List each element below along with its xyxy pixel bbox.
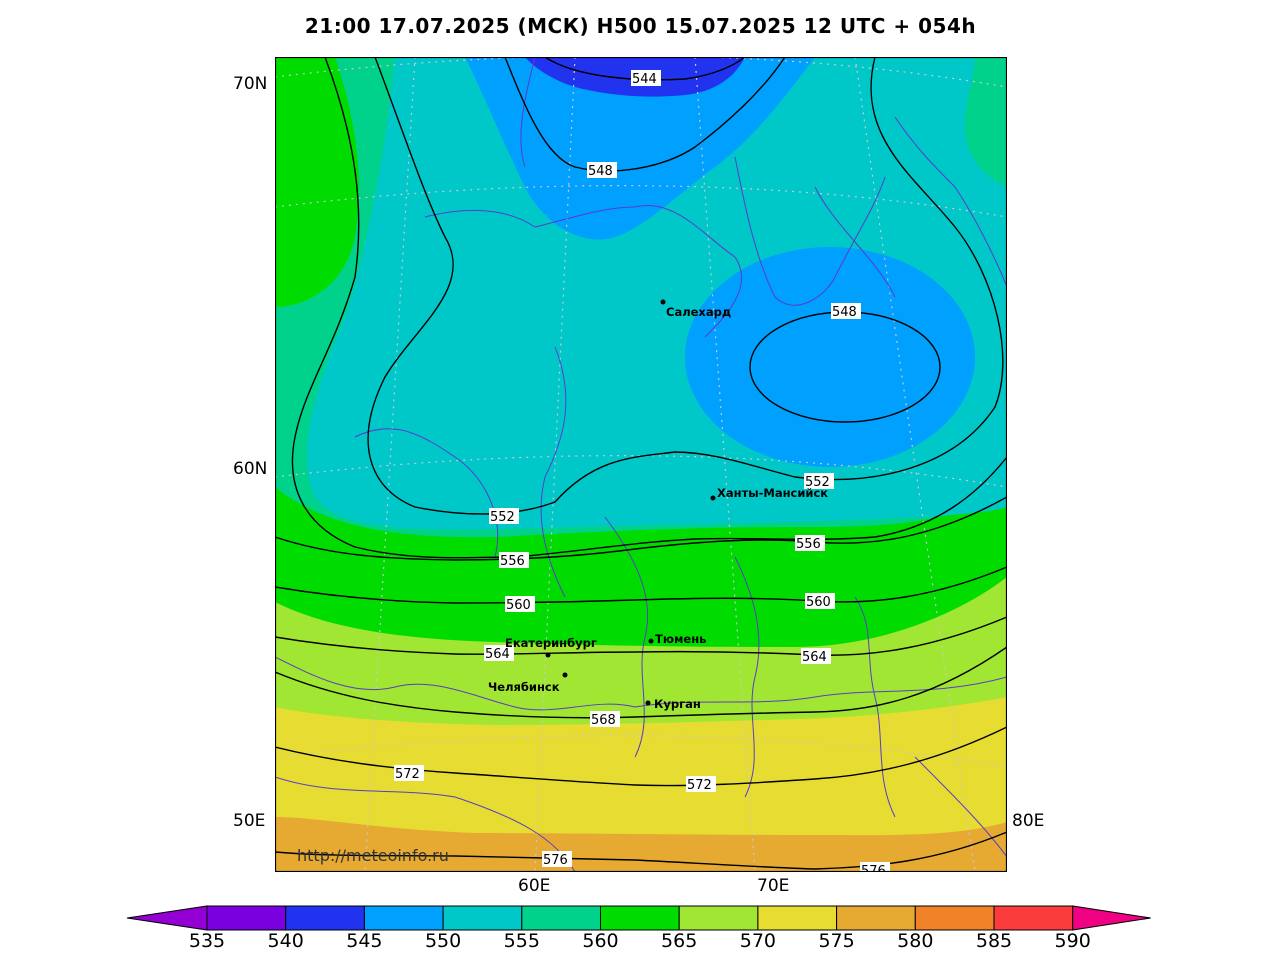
colorbar-cell	[285, 905, 365, 931]
lon-label-80e: 80E	[1012, 811, 1045, 831]
band-550-north	[465, 57, 815, 240]
lat-label-60n: 60N	[233, 459, 268, 479]
contour-label-548-east: 548	[832, 305, 857, 320]
colorbar	[126, 905, 1151, 931]
band-565-left	[275, 57, 359, 307]
city-label-khanty-mansiysk: Ханты-Мансийск	[717, 486, 828, 500]
colorbar-label: 545	[346, 930, 383, 952]
watermark: http://meteoinfo.ru	[297, 846, 449, 865]
contour-label-544: 544	[632, 72, 657, 87]
contour-label-560-west: 560	[506, 598, 531, 613]
colorbar-cell	[678, 905, 759, 931]
colorbar-cell	[993, 905, 1074, 931]
colorbar-label: 575	[818, 930, 855, 952]
colorbar-label: 535	[188, 930, 226, 952]
isohypse-544	[544, 57, 746, 81]
contour-labels: 544 548 548 552 552 556 556 560 560 564 …	[394, 70, 890, 872]
map-title: 21:00 17.07.2025 (МСК) H500 15.07.2025 1…	[304, 14, 977, 38]
colorbar-cell	[600, 905, 680, 931]
contour-label-576-west: 576	[543, 853, 568, 868]
city-dot-tyumen	[648, 638, 654, 644]
cities: Салехард Ханты-Мансийск Екатеринбург Тюм…	[488, 299, 828, 711]
band-560-right	[965, 57, 1007, 187]
colorbar-cell	[363, 905, 444, 931]
isohypse-548-north	[504, 57, 786, 172]
isohypse-556	[291, 57, 1007, 559]
contour-label-568: 568	[591, 713, 616, 728]
isohypse-552	[367, 57, 1004, 515]
contour-label-556-west: 556	[500, 554, 525, 569]
city-dot-khanty-mansiysk	[710, 495, 716, 501]
city-label-yekaterinburg: Екатеринбург	[505, 636, 597, 650]
contour-label-564-west: 564	[485, 647, 510, 662]
colorbar-label: 565	[661, 930, 698, 952]
contour-label-552-east: 552	[805, 475, 830, 490]
isohypse-568	[275, 646, 1007, 719]
contour-label-572-east: 572	[687, 778, 712, 793]
contour-label-552-west: 552	[490, 510, 515, 525]
city-label-chelyabinsk: Челябинск	[488, 680, 560, 694]
contour-label-560-east: 560	[806, 595, 831, 610]
isohypse-556-b	[275, 496, 1007, 561]
colorbar-label: 585	[975, 930, 1013, 952]
colorbar-extend-high	[1072, 905, 1151, 931]
city-dot-yekaterinburg	[545, 652, 551, 658]
colorbar-cell	[206, 905, 287, 931]
colorbar-cell	[521, 905, 601, 931]
colorbar-label: 555	[503, 930, 540, 952]
borders	[275, 57, 1007, 872]
city-dot-kurgan	[645, 700, 651, 706]
graticule	[275, 57, 1007, 872]
city-label-salekhard: Салехард	[666, 305, 731, 319]
band-550-east	[685, 247, 975, 467]
colorbar-label: 560	[582, 930, 619, 952]
colorbar-label: 590	[1054, 930, 1091, 952]
colorbar-label: 550	[424, 930, 462, 952]
geopotential-map: 544 548 548 552 552 556 556 560 560 564 …	[275, 57, 1007, 872]
colorbar-cell	[757, 905, 838, 931]
city-label-kurgan: Курган	[654, 697, 701, 711]
contour-label-548-north: 548	[588, 164, 613, 179]
city-label-tyumen: Тюмень	[655, 632, 706, 646]
colorbar-cell	[914, 905, 995, 931]
contour-label-572-west: 572	[395, 767, 420, 782]
contour-label-576-east: 576	[861, 864, 886, 872]
contour-label-556-east: 556	[796, 537, 821, 552]
city-dot-chelyabinsk	[562, 672, 568, 678]
lat-label-70n: 70N	[233, 74, 268, 94]
colorbar-label: 580	[897, 930, 934, 952]
colorbar-cell	[836, 905, 916, 931]
lat-label-50e: 50E	[233, 811, 266, 831]
contours	[275, 57, 1007, 870]
city-dot-salekhard	[660, 299, 666, 305]
contour-label-564-east: 564	[802, 650, 827, 665]
colorbar-extend-low	[126, 905, 208, 931]
isohypse-560	[275, 566, 1007, 604]
lon-label-70e: 70E	[757, 876, 790, 896]
colorbar-cell	[442, 905, 523, 931]
colorbar-label: 540	[267, 930, 304, 952]
colorbar-label: 570	[739, 930, 777, 952]
lon-label-60e: 60E	[518, 876, 551, 896]
isohypse-564	[275, 616, 1007, 656]
